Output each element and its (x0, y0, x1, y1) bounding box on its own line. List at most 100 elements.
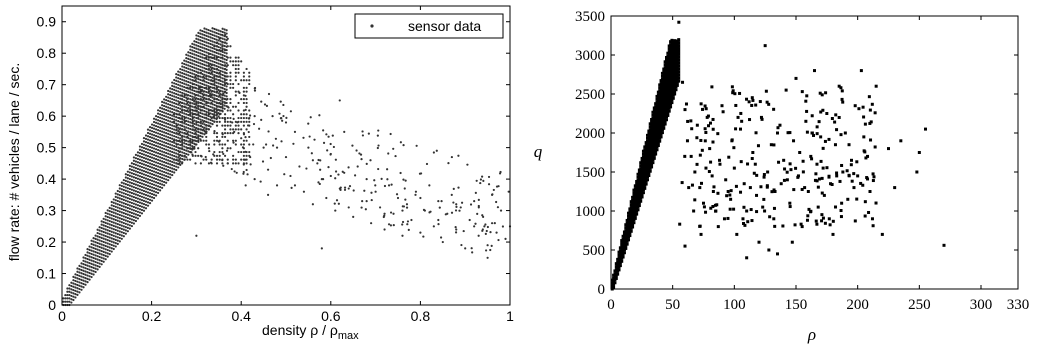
right-data-point (781, 224, 785, 228)
left-data-point (205, 75, 208, 78)
left-data-point (333, 202, 336, 205)
left-data-point (458, 209, 461, 212)
right-data-point (792, 139, 796, 143)
left-data-point (225, 62, 228, 65)
left-data-point (191, 46, 194, 49)
right-data-point (731, 89, 735, 93)
left-data-point (242, 170, 245, 174)
left-data-point (177, 93, 180, 96)
left-data-point (132, 169, 136, 172)
right-data-point (872, 175, 876, 179)
left-data-point (191, 118, 194, 121)
left-data-point (219, 69, 222, 73)
right-data-point (862, 149, 866, 153)
right-data-point (778, 123, 782, 127)
right-data-point (624, 246, 628, 250)
right-x-tick-label: 150 (785, 297, 808, 313)
left-data-point (169, 120, 172, 123)
left-data-point (132, 212, 136, 215)
right-data-point (635, 212, 639, 216)
left-data-point (159, 176, 162, 179)
right-data-point (677, 38, 681, 42)
left-data-point (189, 124, 192, 127)
left-data-point (237, 116, 240, 120)
left-data-point (114, 205, 117, 208)
right-data-point (870, 102, 874, 106)
left-data-point (248, 75, 251, 78)
left-data-point (92, 256, 95, 260)
left-data-point (450, 211, 454, 214)
left-data-point (189, 71, 192, 74)
left-data-point (116, 229, 119, 232)
right-data-point (639, 199, 643, 203)
left-data-point (441, 240, 444, 244)
left-data-point (142, 179, 146, 183)
right-data-point (818, 91, 822, 95)
left-data-point (142, 196, 146, 199)
left-data-point (419, 196, 422, 200)
right-data-point (711, 127, 715, 131)
right-data-point (763, 209, 767, 213)
left-data-point (156, 191, 160, 195)
right-data-point (729, 189, 733, 193)
left-data-point (120, 207, 123, 211)
left-data-point (120, 217, 123, 221)
left-data-point (148, 152, 152, 155)
left-data-point (186, 109, 189, 112)
right-data-point (893, 186, 897, 190)
left-data-point (82, 266, 85, 269)
left-data-point (213, 67, 216, 71)
left-data-point (126, 180, 129, 183)
left-data-point (177, 126, 180, 129)
left-data-point (108, 219, 111, 223)
left-data-point (187, 77, 190, 80)
left-data-point (334, 209, 337, 212)
left-data-point (171, 131, 174, 134)
left-data-point (202, 79, 205, 82)
right-data-point (710, 174, 714, 178)
left-data-point (240, 143, 243, 146)
left-data-point (112, 228, 115, 231)
left-data-point (481, 175, 484, 178)
left-data-point (486, 225, 489, 229)
left-data-point (146, 151, 150, 154)
left-data-point (223, 124, 227, 127)
left-data-point (194, 86, 197, 89)
left-data-point (88, 255, 91, 258)
left-data-point (173, 102, 176, 105)
left-data-point (207, 32, 210, 35)
left-data-point (234, 139, 237, 142)
left-data-point (213, 77, 216, 80)
left-data-point (241, 146, 245, 149)
left-data-point (94, 267, 97, 270)
left-data-point (193, 60, 196, 63)
right-data-point (762, 197, 766, 201)
left-data-point (202, 94, 205, 97)
left-data-point (240, 120, 243, 123)
left-data-point (205, 86, 208, 89)
left-data-point (128, 210, 131, 214)
left-data-point (195, 77, 198, 80)
left-data-point (193, 53, 196, 56)
left-data-point (215, 71, 219, 74)
right-data-point (815, 132, 819, 136)
left-data-point (226, 147, 229, 150)
left-data-point (148, 188, 152, 192)
left-data-point (325, 133, 328, 136)
left-data-point (169, 173, 172, 176)
left-data-point (126, 173, 129, 177)
left-data-point (201, 122, 204, 125)
left-data-point (177, 123, 180, 126)
right-data-point (793, 223, 797, 227)
left-data-point (138, 158, 142, 161)
left-data-point (229, 60, 232, 63)
left-data-point (165, 158, 168, 161)
left-data-point (110, 230, 113, 233)
left-data-point (207, 147, 211, 150)
left-data-point (169, 156, 172, 159)
left-data-point (282, 103, 285, 107)
left-data-point (165, 128, 168, 131)
left-data-point (479, 181, 482, 185)
left-data-point (161, 180, 164, 183)
left-data-point (152, 193, 156, 196)
